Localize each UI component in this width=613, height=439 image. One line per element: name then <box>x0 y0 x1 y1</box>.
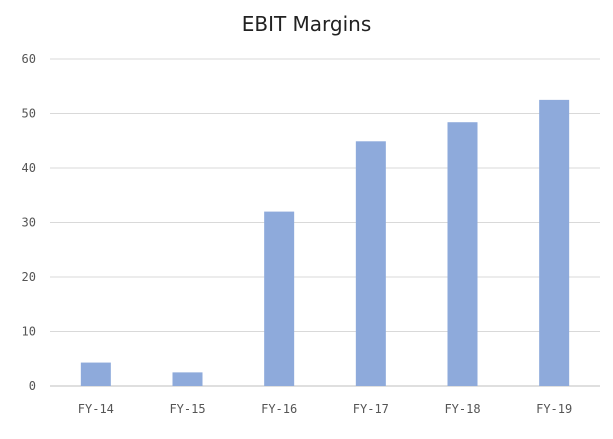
bar <box>172 372 203 386</box>
x-tick-label: FY-17 <box>353 402 389 416</box>
bar <box>447 122 478 386</box>
y-tick-label: 10 <box>22 325 36 339</box>
bar <box>264 211 295 386</box>
bar <box>539 99 570 386</box>
bar <box>355 141 386 386</box>
gridlines <box>50 58 600 387</box>
y-tick-label: 40 <box>22 161 36 175</box>
chart-title: EBIT Margins <box>241 12 372 36</box>
y-tick-label: 0 <box>29 379 36 393</box>
y-tick-label: 50 <box>22 107 36 121</box>
bars <box>80 99 570 386</box>
x-tick-label: FY-16 <box>261 402 297 416</box>
x-tick-label: FY-14 <box>78 402 114 416</box>
x-tick-label: FY-18 <box>444 402 480 416</box>
x-axis-tick-labels: FY-14 FY-15 FY-16 FY-17 FY-18 FY-19 <box>78 402 572 416</box>
y-tick-label: 20 <box>22 270 36 284</box>
y-tick-label: 60 <box>22 52 36 66</box>
y-tick-label: 30 <box>22 216 36 230</box>
y-axis-tick-labels: 0 10 20 30 40 50 60 <box>22 52 36 393</box>
bar <box>80 362 111 386</box>
x-tick-label: FY-19 <box>536 402 572 416</box>
x-tick-label: FY-15 <box>169 402 205 416</box>
